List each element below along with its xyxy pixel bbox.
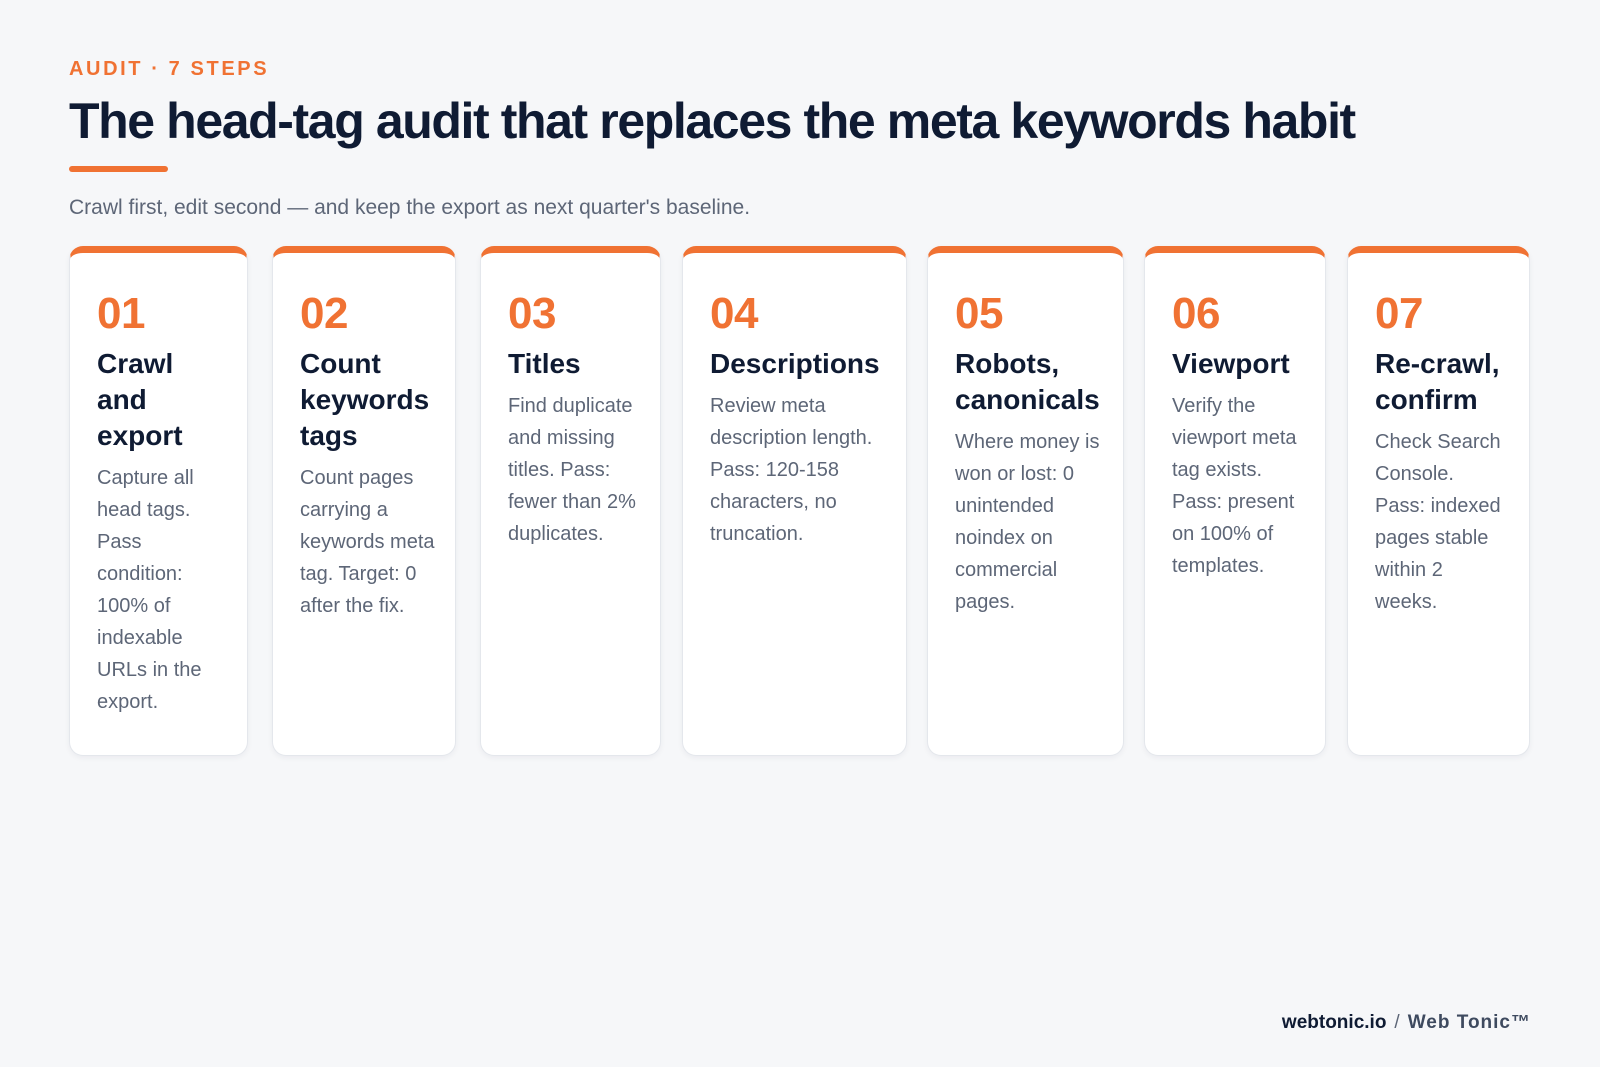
step-card-5: 05 Robots, canonicals Where money is won…: [927, 246, 1124, 756]
step-description: Check Search Console. Pass: indexed page…: [1375, 431, 1501, 613]
step-card-1: 01 Crawl and export Capture all head tag…: [69, 246, 248, 756]
footer-domain: webtonic.io: [1281, 1012, 1387, 1033]
page-subtitle: Crawl first, edit second — and keep the …: [69, 196, 751, 219]
step-description: Verify the viewport meta tag exists. Pas…: [1172, 395, 1297, 577]
step-title: Re-crawl, confirm: [1375, 348, 1500, 415]
step-card-3: 03 Titles Find duplicate and missing tit…: [480, 246, 661, 756]
footer-separator: /: [1394, 1012, 1400, 1033]
page-title: The head-tag audit that replaces the met…: [69, 93, 1356, 149]
step-title: Titles: [508, 348, 581, 379]
title-underline: [69, 166, 168, 172]
footer-credit: webtonic.io / Web Tonic™: [1282, 1012, 1531, 1034]
step-description: Review meta description length. Pass: 12…: [710, 395, 873, 545]
step-description: Find duplicate and missing titles. Pass:…: [508, 395, 636, 545]
step-number: 06: [1172, 289, 1220, 338]
eyebrow-label: AUDIT · 7 STEPS: [69, 58, 270, 80]
step-title: Robots, canonicals: [955, 348, 1100, 415]
step-number: 05: [955, 289, 1003, 338]
step-number: 02: [300, 289, 348, 338]
footer-brand: Web Tonic™: [1407, 1012, 1531, 1033]
step-title: Descriptions: [710, 348, 880, 379]
step-card-7: 07 Re-crawl, confirm Check Search Consol…: [1347, 246, 1530, 756]
step-description: Where money is won or lost: 0 unintended…: [955, 431, 1100, 613]
step-number: 07: [1375, 289, 1423, 338]
step-description: Capture all head tags. Pass condition: 1…: [97, 467, 202, 713]
step-number: 01: [97, 289, 145, 338]
step-card-2: 02 Count keywords tags Count pages carry…: [272, 246, 456, 756]
step-card-4: 04 Descriptions Review meta description …: [682, 246, 907, 756]
step-description: Count pages carrying a keywords meta tag…: [300, 467, 435, 617]
step-title: Crawl and export: [97, 348, 183, 451]
step-title: Count keywords tags: [300, 348, 430, 451]
step-number: 04: [710, 289, 758, 338]
step-card-6: 06 Viewport Verify the viewport meta tag…: [1144, 246, 1326, 756]
step-title: Viewport: [1172, 348, 1290, 379]
step-number: 03: [508, 289, 556, 338]
